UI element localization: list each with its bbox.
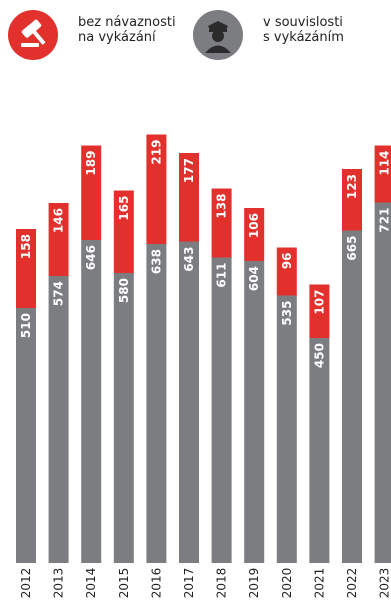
value-label-no-link-2023: 114 xyxy=(378,151,391,176)
value-label-no-link-2022: 123 xyxy=(345,174,359,199)
bar-with-link-2014 xyxy=(81,240,102,563)
year-tick-label-2019: 2019 xyxy=(247,568,261,599)
legend-label-no-link-line1: bez návaznosti xyxy=(78,15,176,30)
bar-no-link-2012 xyxy=(16,229,36,308)
bar-no-link-2022 xyxy=(342,169,362,231)
value-label-with-link-2023: 721 xyxy=(378,208,391,233)
value-label-no-link-2016: 219 xyxy=(149,140,163,165)
value-label-with-link-2022: 665 xyxy=(345,236,359,261)
legend-item-no-link: bez návaznosti na vykázání xyxy=(8,10,176,60)
value-label-with-link-2013: 574 xyxy=(52,281,66,306)
value-label-no-link-2018: 138 xyxy=(215,194,229,219)
legend-label-no-link-line2: na vykázání xyxy=(78,30,156,45)
bar-with-link-2019 xyxy=(244,261,265,563)
value-label-no-link-2019: 106 xyxy=(247,213,261,238)
bar-with-link-2020 xyxy=(276,295,297,563)
value-label-no-link-2013: 146 xyxy=(52,208,66,233)
bar-no-link-2021 xyxy=(309,284,330,338)
year-tick-label-2012: 2012 xyxy=(19,568,33,599)
legend-item-with-link: v souvislosti s vykázáním xyxy=(193,10,344,60)
bar-no-link-2018 xyxy=(211,188,232,258)
bar-no-link-2020 xyxy=(276,247,297,296)
value-label-with-link-2020: 535 xyxy=(280,301,294,326)
bar-with-link-2022 xyxy=(342,230,362,563)
bar-with-link-2012 xyxy=(16,308,36,563)
police-officer-icon xyxy=(193,10,243,60)
year-tick-label-2018: 2018 xyxy=(215,568,229,599)
value-label-with-link-2017: 643 xyxy=(182,247,196,272)
bar-no-link-2015 xyxy=(113,190,134,273)
value-label-with-link-2021: 450 xyxy=(312,343,326,368)
year-tick-label-2023: 2023 xyxy=(378,568,391,599)
value-label-no-link-2021: 107 xyxy=(312,290,326,315)
year-tick-label-2022: 2022 xyxy=(345,568,359,599)
value-label-with-link-2018: 611 xyxy=(215,263,229,288)
gavel-icon xyxy=(8,10,58,60)
bar-with-link-2015 xyxy=(113,273,134,563)
legend-label-no-link: bez návaznosti na vykázání xyxy=(78,15,176,45)
bar-no-link-2017 xyxy=(179,153,199,242)
legend-label-with-link-line2: s vykázáním xyxy=(263,30,344,45)
bar-with-link-2023 xyxy=(374,202,391,563)
bar-no-link-2013 xyxy=(48,203,69,276)
bar-no-link-2016 xyxy=(146,134,167,244)
year-tick-label-2016: 2016 xyxy=(149,568,163,599)
bar-with-link-2017 xyxy=(179,241,199,563)
bar-with-link-2018 xyxy=(211,257,232,563)
value-label-with-link-2015: 580 xyxy=(117,278,131,303)
value-label-with-link-2019: 604 xyxy=(247,266,261,291)
year-tick-label-2013: 2013 xyxy=(52,568,66,599)
legend-label-with-link-line1: v souvislosti xyxy=(263,15,343,30)
bar-with-link-2021 xyxy=(309,338,330,563)
value-label-no-link-2012: 158 xyxy=(19,234,33,259)
year-tick-label-2017: 2017 xyxy=(182,568,196,599)
value-label-with-link-2014: 646 xyxy=(84,245,98,270)
year-tick-label-2021: 2021 xyxy=(312,568,326,599)
value-label-no-link-2017: 177 xyxy=(182,158,196,183)
value-label-no-link-2015: 165 xyxy=(117,196,131,221)
legend-label-with-link: v souvislosti s vykázáním xyxy=(263,15,344,45)
bar-no-link-2014 xyxy=(81,145,102,240)
value-label-no-link-2014: 189 xyxy=(84,151,98,176)
year-tick-label-2015: 2015 xyxy=(117,568,131,599)
year-tick-label-2014: 2014 xyxy=(84,568,98,599)
bar-with-link-2016 xyxy=(146,244,167,563)
bar-no-link-2019 xyxy=(244,208,265,261)
bar-with-link-2013 xyxy=(48,276,69,563)
value-label-with-link-2016: 638 xyxy=(149,249,163,274)
year-tick-label-2020: 2020 xyxy=(280,568,294,599)
bar-no-link-2023 xyxy=(374,145,391,203)
value-label-no-link-2020: 96 xyxy=(280,253,294,270)
value-label-with-link-2012: 510 xyxy=(19,313,33,338)
legend: bez návaznosti na vykázání v souvislosti… xyxy=(0,0,391,80)
